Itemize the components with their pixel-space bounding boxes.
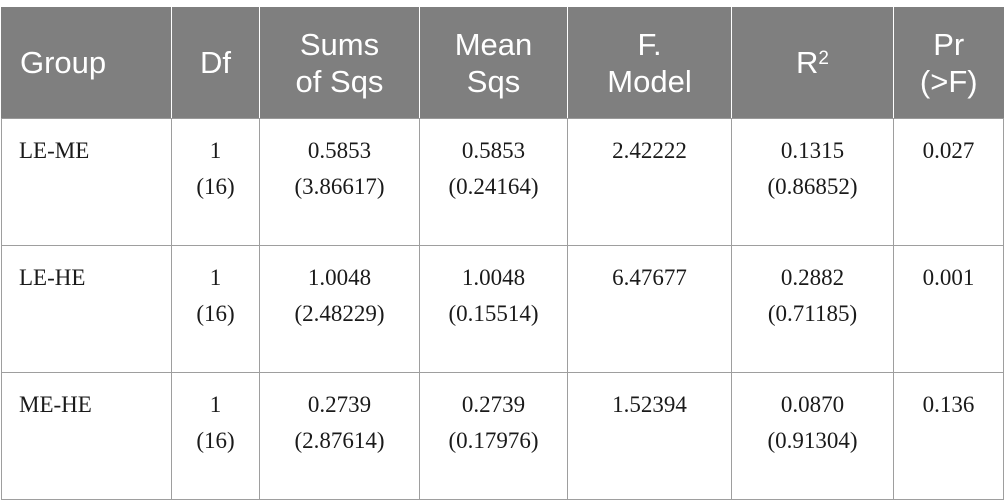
cell-r2: 0.0870 (0.91304) <box>731 372 894 500</box>
table-row: LE-ME 1 (16) 0.5853 (3.86617) 0.5853 (0.… <box>1 118 1004 246</box>
cell-mean-sqs: 1.0048 (0.15514) <box>419 245 568 373</box>
cell-mean-sqs: 0.2739 (0.17976) <box>419 372 568 500</box>
cell-sums-of-sqs: 0.2739 (2.87614) <box>259 372 420 500</box>
header-f-model: F. Model <box>567 7 732 119</box>
header-pr: Pr (>F) <box>893 7 1004 119</box>
cell-pr: 0.001 <box>893 245 1004 373</box>
table-header: Group Df Sums of Sqs Mean Sqs F. Model R… <box>1 7 1004 119</box>
cell-f-model: 1.52394 <box>567 372 732 500</box>
cell-df: 1 (16) <box>171 245 260 373</box>
header-sums-of-sqs: Sums of Sqs <box>259 7 420 119</box>
cell-r2: 0.1315 (0.86852) <box>731 118 894 246</box>
cell-pr: 0.027 <box>893 118 1004 246</box>
cell-f-model: 2.42222 <box>567 118 732 246</box>
cell-pr: 0.136 <box>893 372 1004 500</box>
cell-sums-of-sqs: 1.0048 (2.48229) <box>259 245 420 373</box>
header-mean-sqs: Mean Sqs <box>419 7 568 119</box>
cell-sums-of-sqs: 0.5853 (3.86617) <box>259 118 420 246</box>
header-group: Group <box>1 7 172 119</box>
header-df: Df <box>171 7 260 119</box>
table-body: LE-ME 1 (16) 0.5853 (3.86617) 0.5853 (0.… <box>1 118 1004 500</box>
cell-group: LE-ME <box>1 118 172 246</box>
table-row: ME-HE 1 (16) 0.2739 (2.87614) 0.2739 (0.… <box>1 372 1004 500</box>
cell-mean-sqs: 0.5853 (0.24164) <box>419 118 568 246</box>
header-r2: R2 <box>731 7 894 119</box>
table-row: LE-HE 1 (16) 1.0048 (2.48229) 1.0048 (0.… <box>1 245 1004 373</box>
cell-r2: 0.2882 (0.71185) <box>731 245 894 373</box>
cell-group: ME-HE <box>1 372 172 500</box>
cell-df: 1 (16) <box>171 118 260 246</box>
header-row: Group Df Sums of Sqs Mean Sqs F. Model R… <box>1 7 1004 119</box>
cell-group: LE-HE <box>1 245 172 373</box>
cell-df: 1 (16) <box>171 372 260 500</box>
cell-f-model: 6.47677 <box>567 245 732 373</box>
permanova-table: Group Df Sums of Sqs Mean Sqs F. Model R… <box>1 7 1004 500</box>
